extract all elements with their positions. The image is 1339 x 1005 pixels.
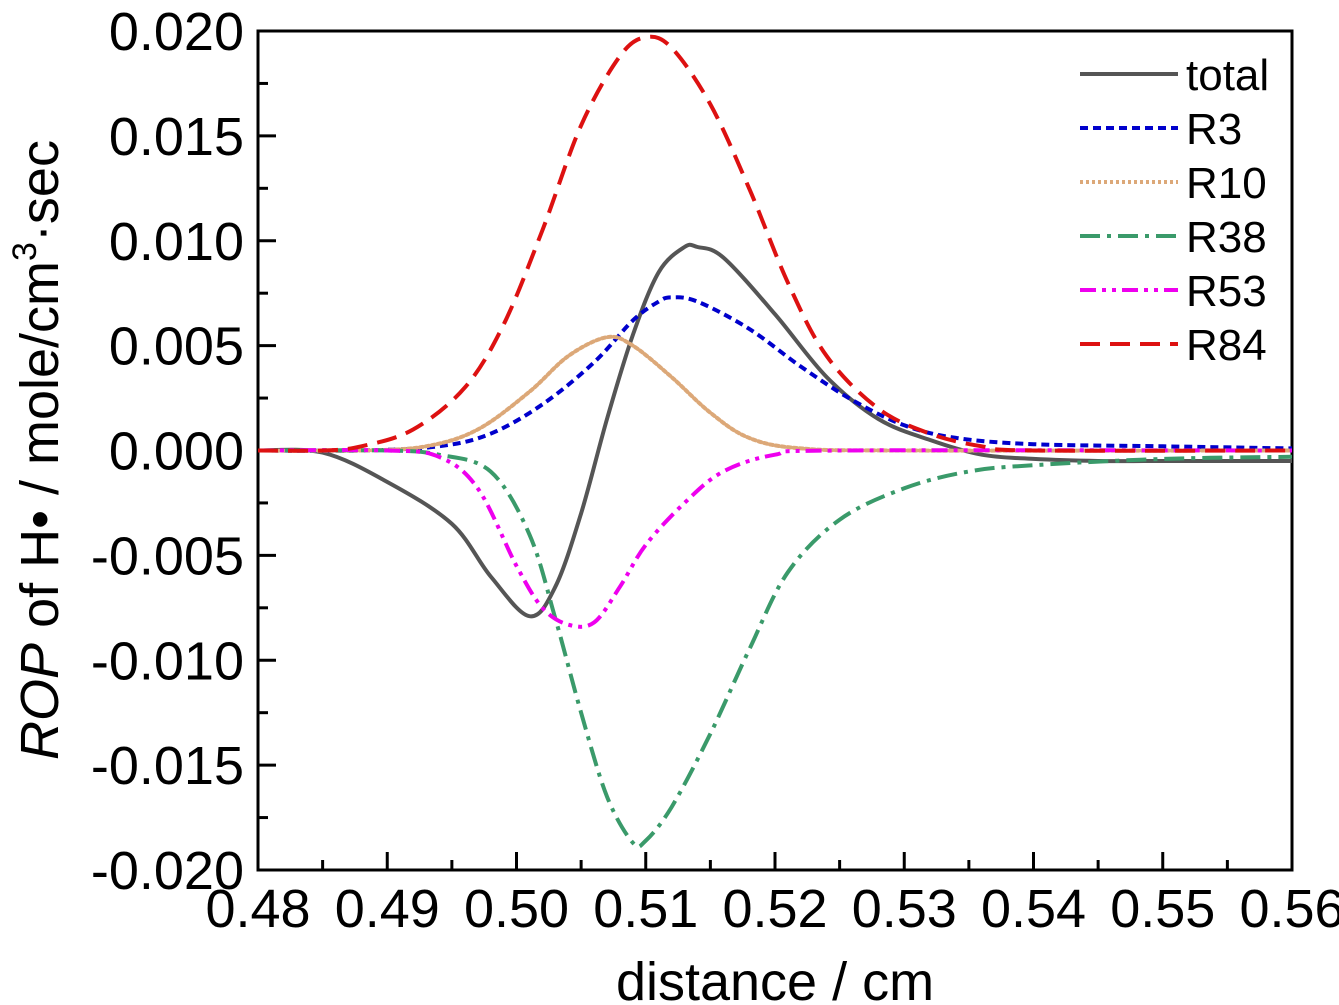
x-tick-label: 0.48 bbox=[205, 879, 310, 939]
y-tick-label: -0.010 bbox=[91, 631, 244, 691]
series-line-r38 bbox=[258, 448, 1292, 849]
y-tick-label: 0.010 bbox=[109, 212, 244, 272]
y-tick-label: 0.015 bbox=[109, 107, 244, 167]
x-tick-label: 0.56 bbox=[1239, 879, 1339, 939]
y-axis-title-sup: 3 bbox=[6, 242, 44, 261]
legend-label-r3: R3 bbox=[1186, 105, 1242, 154]
x-tick-label: 0.55 bbox=[1110, 879, 1215, 939]
y-tick-label: 0.005 bbox=[109, 317, 244, 377]
y-axis-title-main: of H• / mole/cm bbox=[10, 261, 70, 643]
legend-label-total: total bbox=[1186, 51, 1269, 100]
legend-label-r38: R38 bbox=[1186, 213, 1267, 262]
y-tick-label: -0.015 bbox=[91, 736, 244, 796]
y-tick-label: -0.005 bbox=[91, 526, 244, 586]
axes: 0.48 0.49 0.50 0.51 0.52 0.53 0.54 0.55 0.56 0.02… bbox=[91, 2, 1339, 939]
x-tick-label: 0.54 bbox=[981, 879, 1086, 939]
y-tick-label: -0.020 bbox=[91, 841, 244, 901]
x-tick-label: 0.51 bbox=[593, 879, 698, 939]
y-tick-label: 0.020 bbox=[109, 2, 244, 62]
y-axis-title-italic: ROP bbox=[10, 643, 70, 760]
series-line-r84 bbox=[258, 34, 1292, 453]
y-axis-title: ROP of H• / mole/cm3·sec bbox=[6, 140, 70, 760]
series-line-r53 bbox=[258, 448, 1292, 629]
series-line-r3 bbox=[258, 295, 1292, 453]
x-axis-title: distance / cm bbox=[616, 952, 934, 1005]
y-tick-label: 0.000 bbox=[109, 422, 244, 482]
x-tick-label: 0.50 bbox=[464, 879, 569, 939]
x-tick-label: 0.52 bbox=[722, 879, 827, 939]
series-line-total bbox=[258, 242, 1292, 619]
series-line-r10 bbox=[258, 334, 1292, 453]
legend-label-r84: R84 bbox=[1186, 321, 1267, 370]
series-group bbox=[258, 34, 1292, 849]
y-axis-title-tail: ·sec bbox=[10, 140, 70, 242]
x-tick-label: 0.53 bbox=[852, 879, 957, 939]
legend-label-r10: R10 bbox=[1186, 159, 1267, 208]
x-tick-label: 0.49 bbox=[335, 879, 440, 939]
legend-label-r53: R53 bbox=[1186, 267, 1267, 316]
legend: total R3 R10 R38 R53 R84 bbox=[1080, 51, 1269, 370]
